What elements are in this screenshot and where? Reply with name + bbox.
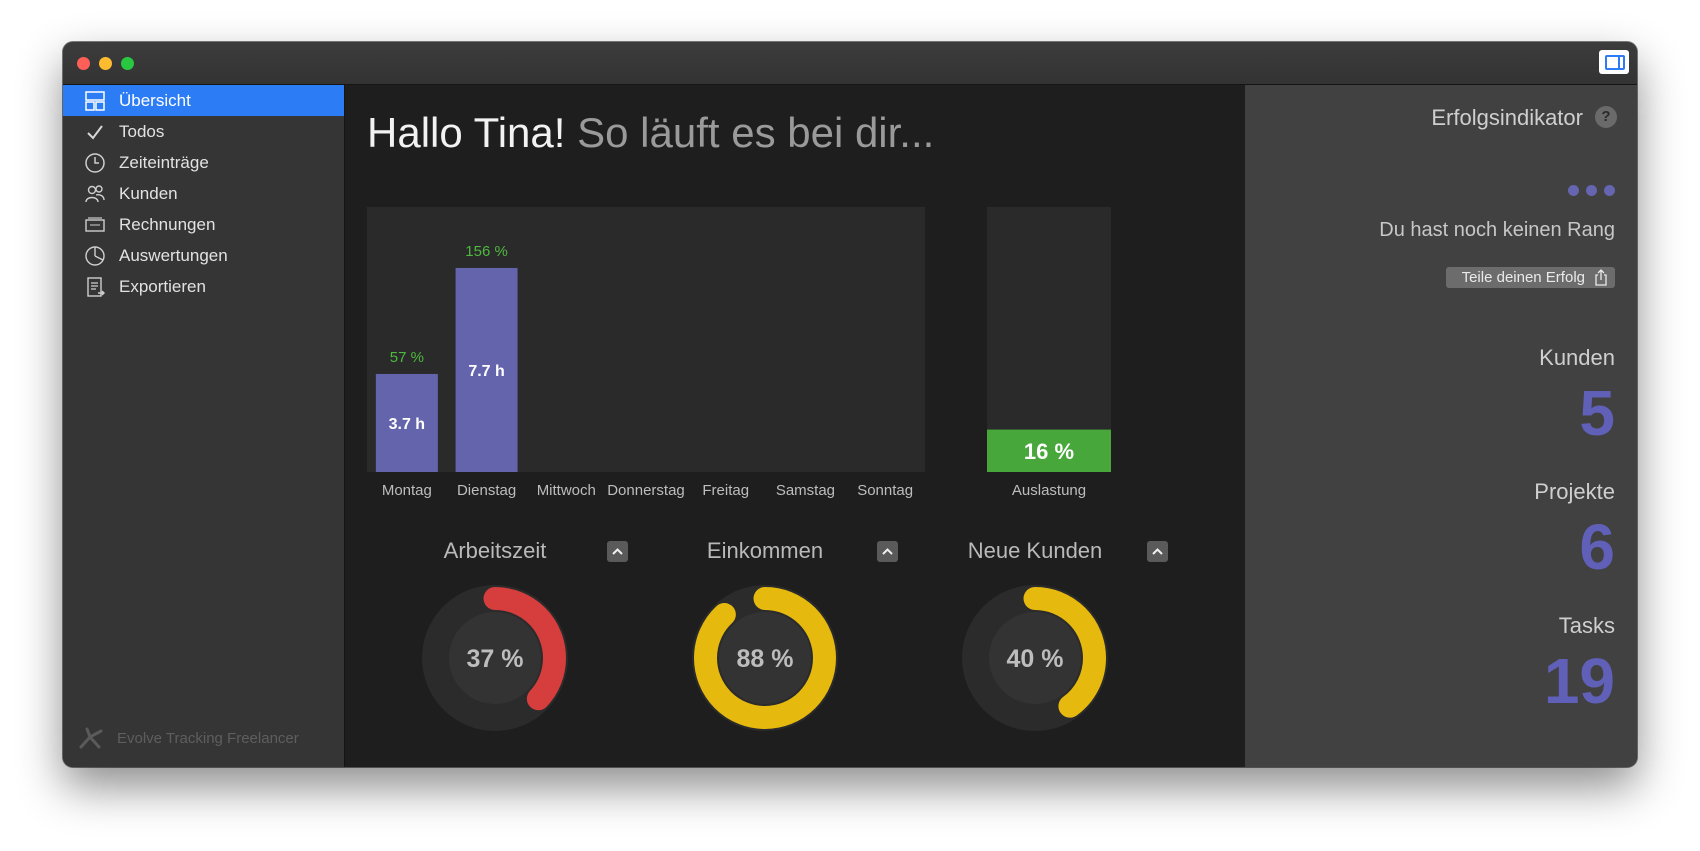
title-bar xyxy=(63,42,1637,85)
bar-percent-label: 57 % xyxy=(390,349,424,366)
export-icon xyxy=(83,275,107,299)
collapse-neue-kunden-button[interactable] xyxy=(1147,541,1168,562)
tick-label-sonntag: Sonntag xyxy=(857,482,913,499)
tick-label-samstag: Samstag xyxy=(776,482,835,499)
greeting-sub: So läuft es bei dir... xyxy=(577,109,935,156)
tick-label-auslastung: Auslastung xyxy=(1012,482,1086,499)
stat-label-projekte: Projekte xyxy=(1534,479,1615,504)
success-indicator-title: Erfolgsindikator xyxy=(1431,105,1583,130)
share-success-button[interactable]: Teile deinen Erfolg xyxy=(1445,267,1615,288)
customers-icon xyxy=(83,182,107,206)
collapse-arbeitszeit-button[interactable] xyxy=(607,541,628,562)
bar-value-label: 3.7 h xyxy=(389,416,425,433)
sidebar-item-label: Exportieren xyxy=(119,276,206,296)
help-button[interactable]: ? xyxy=(1595,106,1617,128)
tick-label-donnerstag: Donnerstag xyxy=(607,482,685,499)
utilization-value-label: 16 % xyxy=(1024,439,1074,464)
stat-value-tasks: 19 xyxy=(1543,645,1615,717)
sidebar-item-uebersicht[interactable]: Übersicht xyxy=(63,85,344,116)
sidebar-item-zeiteintraege[interactable]: Zeiteinträge xyxy=(63,147,344,178)
close-button[interactable] xyxy=(77,57,90,70)
sidebar-item-todos[interactable]: Todos xyxy=(63,116,344,147)
chevron-up-icon xyxy=(882,548,893,555)
donut-center xyxy=(449,612,541,704)
sidebar-item-exportieren[interactable]: Exportieren xyxy=(63,271,344,302)
brand-name: Evolve Tracking Freelancer xyxy=(117,729,299,747)
app-brand: Evolve Tracking Freelancer xyxy=(77,723,299,753)
pie-chart-icon xyxy=(83,244,107,268)
success-panel: Erfolgsindikator ? Du hast noch keinen R… xyxy=(1245,85,1637,767)
share-label: Teile deinen Erfolg xyxy=(1461,269,1585,286)
bar-montag xyxy=(375,373,438,472)
donut-title: Neue Kunden xyxy=(967,538,1103,563)
rank-dots xyxy=(1568,185,1615,196)
donut-einkommen: Einkommen 88 % xyxy=(665,538,925,753)
donut-progress-arc xyxy=(694,587,836,729)
sidebar-item-label: Zeiteinträge xyxy=(119,152,209,172)
stat-value-projekte: 6 xyxy=(1579,511,1615,583)
donut-chart: 37 % xyxy=(422,585,568,731)
utilization-bar xyxy=(987,429,1111,472)
donut-value-label: 37 % xyxy=(467,645,524,673)
donut-value-label: 88 % xyxy=(737,645,794,673)
clock-icon xyxy=(83,151,107,175)
bar-percent-label: 156 % xyxy=(465,243,508,260)
donut-neue-kunden: Neue Kunden 40 % xyxy=(935,538,1195,753)
donut-center xyxy=(719,612,811,704)
donut-center xyxy=(989,612,1081,704)
app-logo-icon xyxy=(79,727,103,749)
donut-title: Arbeitszeit xyxy=(443,538,547,563)
stat-value-kunden: 5 xyxy=(1579,377,1615,449)
chevron-up-icon xyxy=(612,548,623,555)
page-title: Hallo Tina! So läuft es bei dir... xyxy=(367,109,934,157)
rank-text: Du hast noch keinen Rang xyxy=(1379,219,1615,241)
utilization-panel xyxy=(987,207,1111,472)
donut-chart: 88 % xyxy=(692,585,838,731)
tick-label-freitag: Freitag xyxy=(702,482,749,499)
dashboard-icon xyxy=(83,89,107,113)
collapse-einkommen-button[interactable] xyxy=(877,541,898,562)
sidebar-item-label: Auswertungen xyxy=(119,245,228,265)
donut-chart: 40 % xyxy=(962,585,1108,731)
stat-label-kunden: Kunden xyxy=(1539,345,1615,370)
sidebar-item-label: Rechnungen xyxy=(119,214,216,234)
sidebar-toggle-button[interactable] xyxy=(1599,50,1629,74)
sidebar: Übersicht Todos Zeiteinträge Kunden Rech… xyxy=(63,85,345,767)
sidebar-item-label: Todos xyxy=(119,121,165,141)
checkmark-icon xyxy=(83,120,107,144)
sidebar-toggle-icon xyxy=(1605,55,1625,70)
stat-label-tasks: Tasks xyxy=(1558,613,1615,638)
tick-label-montag: Montag xyxy=(382,482,432,499)
sidebar-item-rechnungen[interactable]: Rechnungen xyxy=(63,209,344,240)
tick-label-mittwoch: Mittwoch xyxy=(537,482,596,499)
greeting-hello: Hallo Tina! xyxy=(367,109,566,156)
bar-dienstag xyxy=(455,267,518,472)
sidebar-item-label: Kunden xyxy=(119,183,178,203)
chevron-up-icon xyxy=(1152,548,1163,555)
bar-value-label: 7.7 h xyxy=(468,363,504,380)
invoice-icon xyxy=(83,213,107,237)
main-content: Hallo Tina! So läuft es bei dir... 3.7 h… xyxy=(345,85,1244,767)
share-icon xyxy=(1595,269,1607,286)
donut-progress-arc xyxy=(964,587,1106,729)
donut-progress-arc xyxy=(424,587,566,729)
zoom-button[interactable] xyxy=(121,57,134,70)
week-chart-panel xyxy=(367,207,925,472)
tick-label-dienstag: Dienstag xyxy=(457,482,516,499)
minimize-button[interactable] xyxy=(99,57,112,70)
sidebar-item-auswertungen[interactable]: Auswertungen xyxy=(63,240,344,271)
week-chart: 3.7 h 57 % Montag 7.7 h 156 % Dienstag Mittwoc… xyxy=(367,207,1111,499)
sidebar-item-kunden[interactable]: Kunden xyxy=(63,178,344,209)
donut-arbeitszeit: Arbeitszeit 37 % xyxy=(395,538,655,753)
app-window: Übersicht Todos Zeiteinträge Kunden Rech… xyxy=(63,42,1637,767)
sidebar-item-label: Übersicht xyxy=(119,90,191,110)
donut-title: Einkommen xyxy=(706,538,824,563)
donut-value-label: 40 % xyxy=(1007,645,1064,673)
